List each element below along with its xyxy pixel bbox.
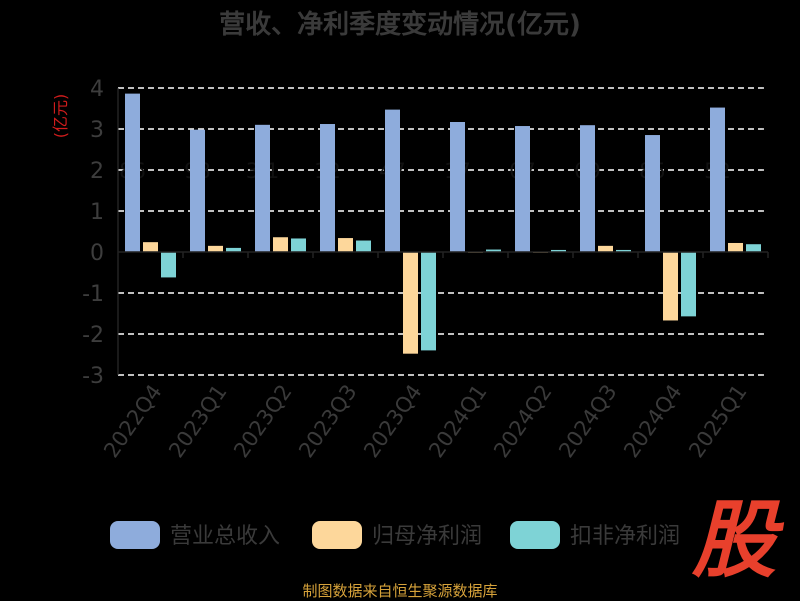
bar-net-profit [273,237,288,252]
bar-deducted-profit [226,247,241,252]
x-tick-label: 2024Q1 [424,380,491,462]
bar-net-profit [208,245,223,252]
x-tick-label: 2022Q4 [99,380,166,462]
bar-revenue [255,124,270,252]
legend-label: 归母净利润 [372,524,482,549]
bar-revenue [450,122,465,252]
bar-net-profit [143,242,158,252]
logo-stamp: 股 [692,491,777,589]
bar-net-profit [338,238,353,252]
y-tick-label: 2 [90,159,104,184]
x-tick-label: 2023Q2 [229,380,296,462]
bar-deducted-profit [421,252,436,351]
x-tick-label: 2024Q4 [619,380,686,462]
bar-deducted-profit [681,252,696,317]
bar-revenue [645,135,660,252]
chart-title: 营收、净利季度变动情况(亿元) [219,10,581,40]
y-tick-label: -1 [82,282,104,307]
legend-label: 扣非净利润 [570,524,680,549]
bar-net-profit [598,245,613,252]
bar-net-profit [663,252,678,321]
y-tick-label: 4 [90,77,104,102]
bar-deducted-profit [486,249,501,252]
legend-swatch [110,521,160,549]
legend-swatch [312,521,362,549]
y-tick-label: -3 [82,364,104,389]
bar-deducted-profit [616,249,631,252]
bar-revenue [580,125,595,252]
bar-revenue [515,126,530,252]
bar-revenue [385,109,400,252]
bar-revenue [125,93,140,253]
x-tick-label: 2023Q4 [359,380,426,462]
bar-revenue [710,107,725,253]
bar-deducted-profit [291,238,306,252]
legend-swatch [510,521,560,549]
legend-label: 营业总收入 [170,524,280,549]
y-tick-label: 1 [90,200,104,225]
bar-net-profit [403,252,418,354]
bar-net-profit [728,242,743,252]
x-tick-label: 2024Q3 [554,380,621,462]
data-source-note: 制图数据来自恒生聚源数据库 [302,582,498,600]
y-tick-label: 3 [90,118,104,143]
bar-revenue [190,129,205,252]
x-tick-label: 2025Q1 [684,380,751,462]
bar-deducted-profit [746,244,761,252]
bar-revenue [320,124,335,252]
x-tick-label: 2023Q3 [294,380,361,462]
y-axis-label: (亿元) [51,94,70,139]
x-tick-label: 2023Q1 [164,380,231,462]
bar-deducted-profit [356,240,371,252]
x-tick-label: 2024Q2 [489,380,556,462]
bar-deducted-profit [161,252,176,278]
bar-deducted-profit [551,249,566,252]
y-tick-label: -2 [82,323,104,348]
y-tick-label: 0 [90,241,104,266]
